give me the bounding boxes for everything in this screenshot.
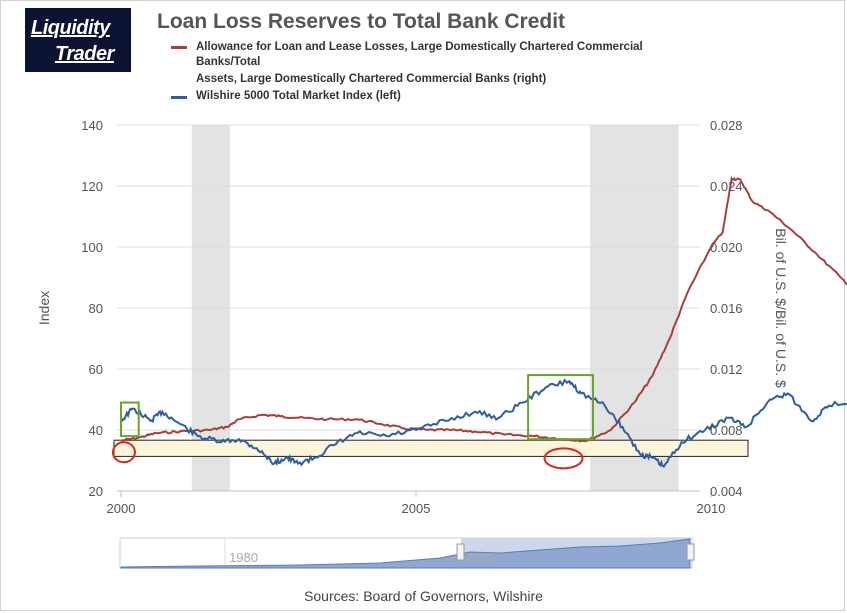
navigator-label-1980: 1980 <box>229 550 258 565</box>
y-right-tick-label-4: 0.020 <box>710 240 743 255</box>
y-right-axis-label: Bil. of U.S. $/Bil. of U.S. $ <box>773 228 789 388</box>
logo-line-2: Trader <box>55 43 114 65</box>
legend-swatch-blue <box>171 96 187 99</box>
y-left-axis-label: Index <box>36 291 52 325</box>
y-right-tick-label-5: 0.024 <box>710 179 743 194</box>
logo-line-1: Liquidity <box>31 17 110 39</box>
x-tick-label-1: 2005 <box>402 501 431 516</box>
y-right-tick-label-6: 0.028 <box>710 118 743 133</box>
chart-title: Loan Loss Reserves to Total Bank Credit <box>157 10 566 33</box>
legend-blue-line[interactable]: Wilshire 5000 Total Market Index (left) <box>196 90 401 102</box>
legend-red-line-2[interactable]: Banks/Total <box>196 56 261 68</box>
y-right-tick-label-0: 0.004 <box>710 484 743 499</box>
green-highlight-box-1 <box>527 374 594 441</box>
green-highlight-box-0 <box>120 401 140 438</box>
highlight-band <box>113 439 749 457</box>
series-line-wilshire-5000 <box>120 378 847 468</box>
y-left-tick-label-2: 60 <box>89 362 103 377</box>
navigator-handle-right[interactable] <box>686 543 695 561</box>
y-left-tick-label-0: 20 <box>89 484 103 499</box>
x-tick-label-2: 2010 <box>697 501 726 516</box>
red-circle-0 <box>111 441 136 464</box>
legend-swatch-red <box>171 46 187 49</box>
red-circle-1 <box>543 447 584 470</box>
legend-red-line-1[interactable]: Allowance for Loan and Lease Losses, Lar… <box>196 41 643 53</box>
chart-sources: Sources: Board of Governors, Wilshire <box>304 588 543 604</box>
y-left-tick-label-1: 40 <box>89 423 103 438</box>
series-line-loan-loss-ratio <box>120 176 847 443</box>
y-right-tick-label-3: 0.016 <box>710 301 743 316</box>
legend-red-line-3[interactable]: Assets, Large Domestically Chartered Com… <box>196 73 547 85</box>
navigator-label-2000: 2000 <box>466 550 495 565</box>
navigator-handle-left[interactable] <box>456 543 465 561</box>
y-left-tick-label-5: 120 <box>81 179 103 194</box>
y-left-tick-label-3: 80 <box>89 301 103 316</box>
y-right-tick-label-2: 0.012 <box>710 362 743 377</box>
liquidity-trader-logo: Liquidity Trader <box>25 8 131 72</box>
y-right-tick-label-1: 0.008 <box>710 423 743 438</box>
x-tick-label-0: 2000 <box>107 501 136 516</box>
y-left-tick-label-6: 140 <box>81 118 103 133</box>
y-left-tick-label-4: 100 <box>81 240 103 255</box>
